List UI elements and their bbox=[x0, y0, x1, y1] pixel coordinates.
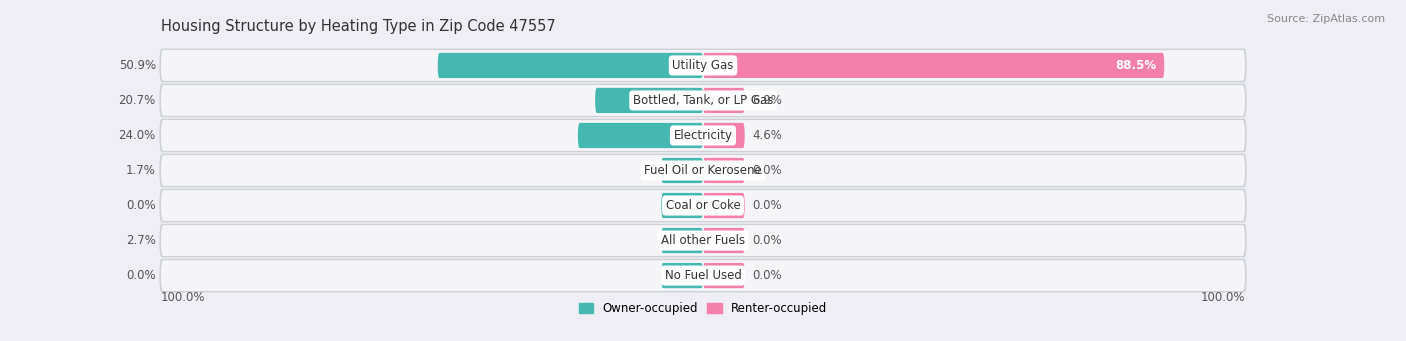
FancyBboxPatch shape bbox=[437, 53, 703, 78]
Text: 20.7%: 20.7% bbox=[118, 94, 156, 107]
Text: Fuel Oil or Kerosene: Fuel Oil or Kerosene bbox=[644, 164, 762, 177]
Text: 24.0%: 24.0% bbox=[118, 129, 156, 142]
Text: Utility Gas: Utility Gas bbox=[672, 59, 734, 72]
FancyBboxPatch shape bbox=[661, 193, 703, 218]
FancyBboxPatch shape bbox=[160, 155, 1246, 186]
Text: Electricity: Electricity bbox=[673, 129, 733, 142]
Text: 6.9%: 6.9% bbox=[752, 94, 782, 107]
FancyBboxPatch shape bbox=[159, 259, 1247, 292]
Text: 0.0%: 0.0% bbox=[752, 269, 782, 282]
Text: 0.0%: 0.0% bbox=[752, 164, 782, 177]
FancyBboxPatch shape bbox=[159, 154, 1247, 187]
FancyBboxPatch shape bbox=[703, 193, 745, 218]
FancyBboxPatch shape bbox=[160, 260, 1246, 291]
FancyBboxPatch shape bbox=[703, 228, 745, 253]
FancyBboxPatch shape bbox=[595, 88, 703, 113]
FancyBboxPatch shape bbox=[703, 263, 745, 288]
Text: 50.9%: 50.9% bbox=[118, 59, 156, 72]
FancyBboxPatch shape bbox=[703, 158, 745, 183]
Text: 100.0%: 100.0% bbox=[1201, 291, 1246, 304]
FancyBboxPatch shape bbox=[661, 228, 703, 253]
FancyBboxPatch shape bbox=[160, 120, 1246, 151]
Text: 0.0%: 0.0% bbox=[752, 199, 782, 212]
Text: 0.0%: 0.0% bbox=[127, 199, 156, 212]
FancyBboxPatch shape bbox=[703, 123, 745, 148]
Text: 2.7%: 2.7% bbox=[127, 234, 156, 247]
Legend: Owner-occupied, Renter-occupied: Owner-occupied, Renter-occupied bbox=[579, 302, 827, 315]
FancyBboxPatch shape bbox=[578, 123, 703, 148]
Text: No Fuel Used: No Fuel Used bbox=[665, 269, 741, 282]
Text: All other Fuels: All other Fuels bbox=[661, 234, 745, 247]
FancyBboxPatch shape bbox=[159, 224, 1247, 257]
FancyBboxPatch shape bbox=[703, 88, 745, 113]
Text: 4.6%: 4.6% bbox=[752, 129, 782, 142]
FancyBboxPatch shape bbox=[160, 190, 1246, 221]
FancyBboxPatch shape bbox=[159, 119, 1247, 152]
Text: 1.7%: 1.7% bbox=[127, 164, 156, 177]
FancyBboxPatch shape bbox=[160, 50, 1246, 81]
Text: Housing Structure by Heating Type in Zip Code 47557: Housing Structure by Heating Type in Zip… bbox=[160, 19, 555, 34]
Text: 0.0%: 0.0% bbox=[127, 269, 156, 282]
FancyBboxPatch shape bbox=[159, 84, 1247, 117]
FancyBboxPatch shape bbox=[661, 158, 703, 183]
FancyBboxPatch shape bbox=[160, 225, 1246, 256]
FancyBboxPatch shape bbox=[703, 53, 1164, 78]
FancyBboxPatch shape bbox=[160, 85, 1246, 116]
Text: 0.0%: 0.0% bbox=[752, 234, 782, 247]
FancyBboxPatch shape bbox=[661, 263, 703, 288]
FancyBboxPatch shape bbox=[159, 189, 1247, 222]
Text: 100.0%: 100.0% bbox=[160, 291, 205, 304]
Text: Source: ZipAtlas.com: Source: ZipAtlas.com bbox=[1267, 14, 1385, 24]
Text: 88.5%: 88.5% bbox=[1115, 59, 1156, 72]
Text: Coal or Coke: Coal or Coke bbox=[665, 199, 741, 212]
FancyBboxPatch shape bbox=[159, 49, 1247, 82]
Text: Bottled, Tank, or LP Gas: Bottled, Tank, or LP Gas bbox=[633, 94, 773, 107]
